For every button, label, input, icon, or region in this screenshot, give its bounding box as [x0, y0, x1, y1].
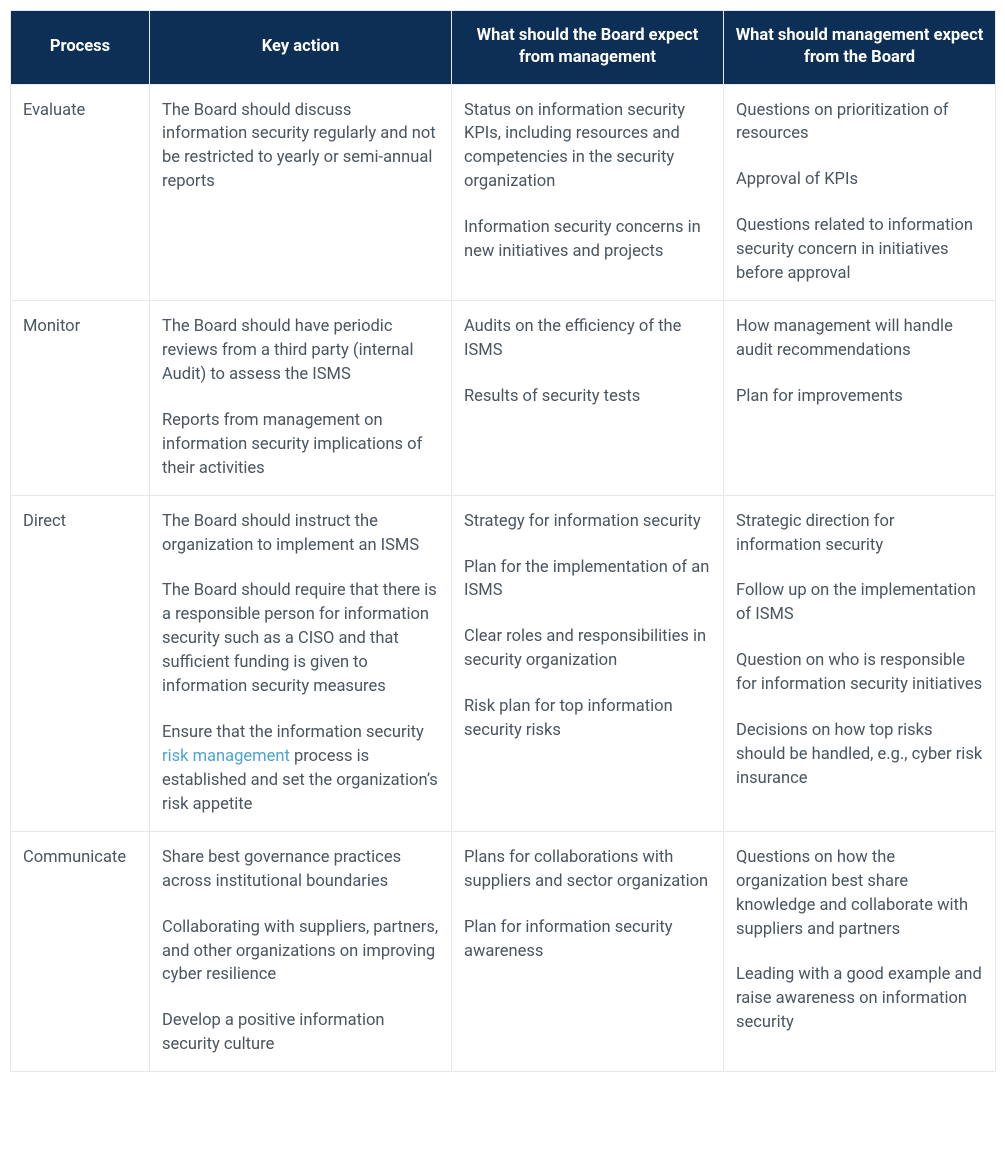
- cell-paragraph: Decisions on how top risks should be han…: [736, 719, 983, 791]
- cell-paragraph: Approval of KPIs: [736, 168, 983, 192]
- cell-board-expect: Audits on the efficiency of the ISMS Resu…: [452, 301, 724, 496]
- cell-paragraph: Questions related to information securit…: [736, 214, 983, 286]
- cell-paragraph: Share best governance practices across i…: [162, 846, 439, 894]
- cell-paragraph: Plans for collaborations with suppliers …: [464, 846, 711, 894]
- cell-paragraph: Clear roles and responsibilities in secu…: [464, 625, 711, 673]
- cell-mgmt-expect: Questions on how the organization best s…: [724, 831, 996, 1071]
- cell-mgmt-expect: Strategic direction for information secu…: [724, 495, 996, 831]
- col-header-board-expect: What should the Board expect from manage…: [452, 11, 724, 85]
- cell-paragraph: Information security concerns in new ini…: [464, 216, 711, 264]
- cell-paragraph: Status on information security KPIs, inc…: [464, 99, 711, 195]
- cell-paragraph: Ensure that the information security ris…: [162, 721, 439, 817]
- cell-board-expect: Status on information security KPIs, inc…: [452, 84, 724, 301]
- cell-paragraph: Reports from management on information s…: [162, 409, 439, 481]
- cell-paragraph: Questions on prioritization of resources: [736, 99, 983, 147]
- col-header-process: Process: [11, 11, 150, 85]
- cell-paragraph: How management will handle audit recomme…: [736, 315, 983, 363]
- cell-paragraph: The Board should instruct the organizati…: [162, 510, 439, 558]
- cell-key-action: The Board should have periodic reviews f…: [150, 301, 452, 496]
- col-header-mgmt-expect: What should management expect from the B…: [724, 11, 996, 85]
- cell-key-action: The Board should instruct the organizati…: [150, 495, 452, 831]
- cell-paragraph: Follow up on the implementation of ISMS: [736, 579, 983, 627]
- cell-key-action: Share best governance practices across i…: [150, 831, 452, 1071]
- cell-mgmt-expect: Questions on prioritization of resources…: [724, 84, 996, 301]
- table-body: EvaluateThe Board should discuss informa…: [11, 84, 996, 1072]
- cell-paragraph: Collaborating with suppliers, partners, …: [162, 916, 439, 988]
- cell-mgmt-expect: How management will handle audit recomme…: [724, 301, 996, 496]
- cell-key-action: The Board should discuss information sec…: [150, 84, 452, 301]
- table-header: Process Key action What should the Board…: [11, 11, 996, 85]
- cell-paragraph: Questions on how the organization best s…: [736, 846, 983, 942]
- cell-paragraph: Results of security tests: [464, 385, 711, 409]
- cell-process: Communicate: [11, 831, 150, 1071]
- cell-paragraph: Plan for improvements: [736, 385, 983, 409]
- risk-management-link[interactable]: risk management: [162, 747, 290, 766]
- cell-paragraph: Strategic direction for information secu…: [736, 510, 983, 558]
- table-row: MonitorThe Board should have periodic re…: [11, 301, 996, 496]
- cell-paragraph: The Board should require that there is a…: [162, 579, 439, 699]
- cell-board-expect: Plans for collaborations with suppliers …: [452, 831, 724, 1071]
- cell-paragraph: Plan for the implementation of an ISMS: [464, 556, 711, 604]
- cell-paragraph: Leading with a good example and raise aw…: [736, 963, 983, 1035]
- table-row: CommunicateShare best governance practic…: [11, 831, 996, 1071]
- cell-paragraph: The Board should have periodic reviews f…: [162, 315, 439, 387]
- cell-paragraph: Risk plan for top information security r…: [464, 695, 711, 743]
- cell-paragraph: Audits on the efficiency of the ISMS: [464, 315, 711, 363]
- governance-table: Process Key action What should the Board…: [10, 10, 996, 1072]
- cell-paragraph: Plan for information security awareness: [464, 916, 711, 964]
- cell-paragraph: Question on who is responsible for infor…: [736, 649, 983, 697]
- col-header-key-action: Key action: [150, 11, 452, 85]
- cell-process: Monitor: [11, 301, 150, 496]
- table-row: DirectThe Board should instruct the orga…: [11, 495, 996, 831]
- cell-board-expect: Strategy for information security Plan fo…: [452, 495, 724, 831]
- cell-process: Direct: [11, 495, 150, 831]
- cell-process: Evaluate: [11, 84, 150, 301]
- text-pre: Ensure that the information security: [162, 723, 424, 742]
- cell-paragraph: The Board should discuss information sec…: [162, 99, 439, 195]
- cell-paragraph: Strategy for information security: [464, 510, 711, 534]
- cell-paragraph: Develop a positive information security …: [162, 1009, 439, 1057]
- table-row: EvaluateThe Board should discuss informa…: [11, 84, 996, 301]
